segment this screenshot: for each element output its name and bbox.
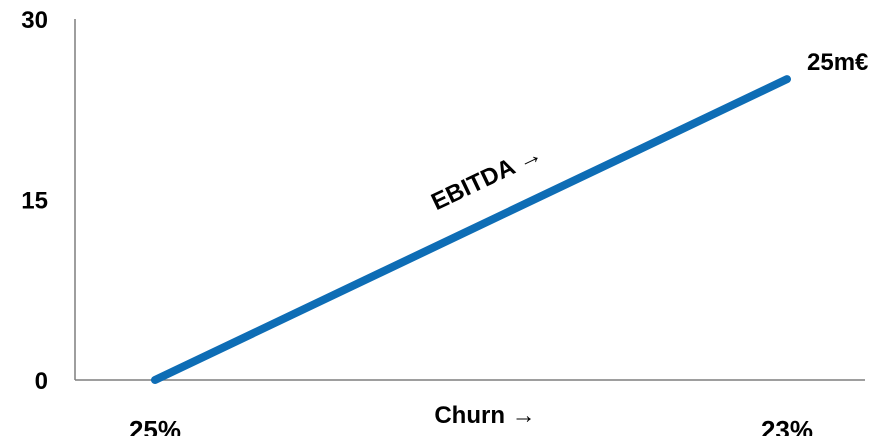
x-axis: 25% 23% Churn →: [75, 379, 865, 436]
plot-area: EBITDA → 25m€: [151, 49, 868, 384]
y-tick-label-0: 0: [35, 368, 48, 395]
end-value-annotation: 25m€: [807, 49, 868, 76]
y-tick-label-30: 30: [21, 7, 48, 34]
series-line-ebitda: [151, 75, 791, 384]
y-axis: 0 15 30: [21, 7, 76, 395]
x-axis-label: Churn →: [434, 402, 535, 429]
y-tick-label-15: 15: [21, 188, 48, 215]
x-tick-label-start: 25%: [129, 415, 181, 436]
x-tick-label-end: 23%: [761, 415, 813, 436]
